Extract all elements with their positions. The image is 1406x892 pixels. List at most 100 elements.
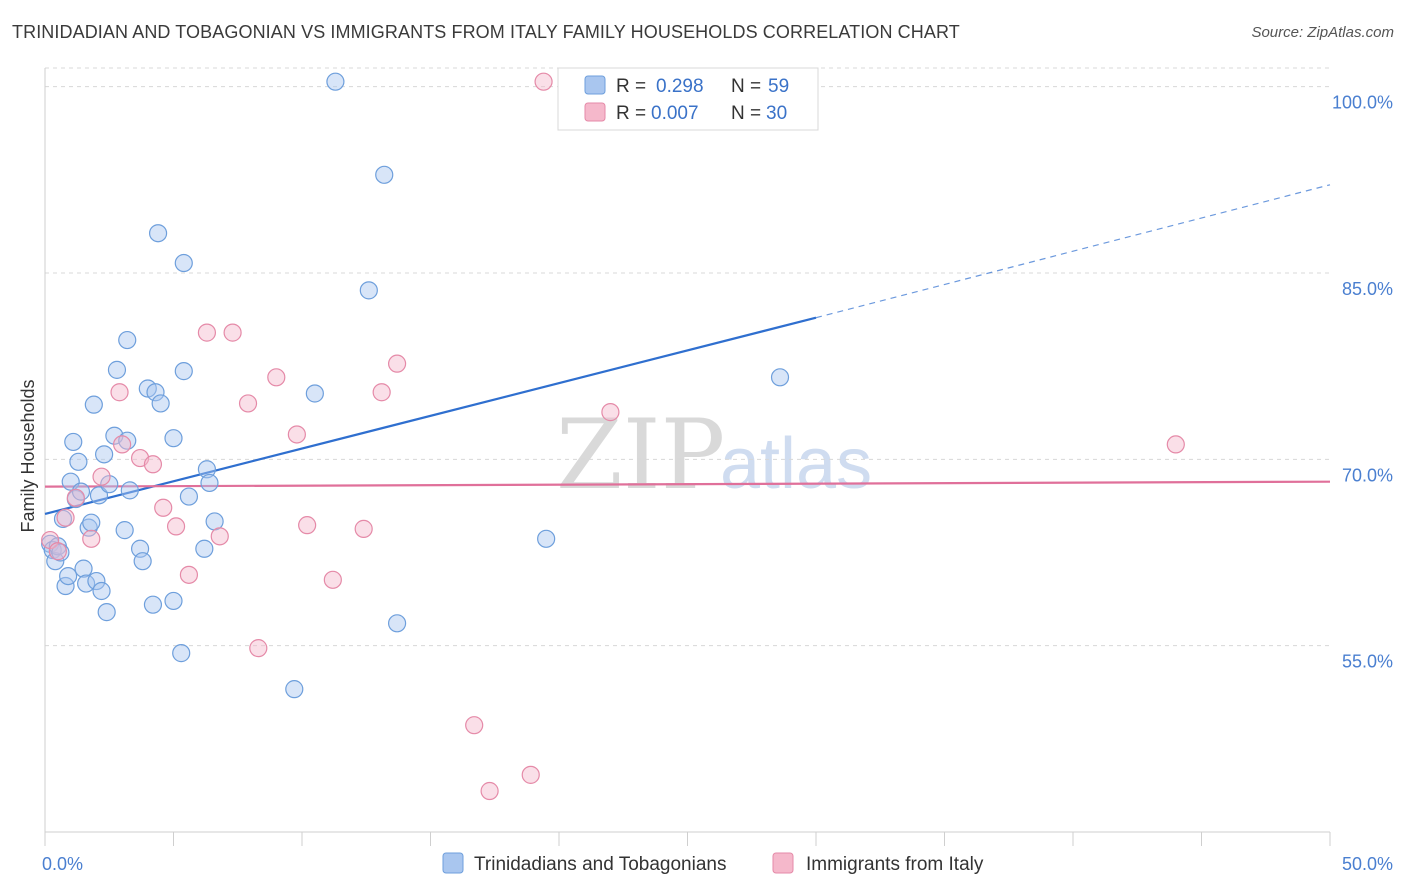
point-trinidadian	[143, 595, 163, 614]
point-trinidadian	[174, 253, 193, 273]
data-points	[41, 72, 1185, 801]
point-trinidadian	[537, 529, 556, 548]
point-trinidadian	[118, 330, 137, 350]
y-tick-label: 55.0%	[1342, 652, 1393, 672]
point-trinidadian	[120, 481, 139, 500]
point-trinidadian	[375, 165, 394, 184]
point-trinidadian	[97, 603, 116, 622]
chart-title: TRINIDADIAN AND TOBAGONIAN VS IMMIGRANTS…	[12, 22, 960, 42]
bottom-legend-label-blue: Trinidadians and Tobagonians	[474, 854, 726, 875]
point-trinidadian	[326, 72, 345, 91]
point-trinidadian	[79, 518, 98, 537]
legend-r-value-1: 0.298	[656, 76, 704, 97]
point-trinidadian	[285, 680, 304, 699]
legend-n-label-1: N =	[731, 76, 761, 97]
point-trinidadian	[148, 224, 168, 243]
point-italy	[238, 394, 258, 413]
bottom-legend-swatch-blue	[442, 852, 464, 874]
legend-swatch-blue	[584, 75, 606, 95]
point-trinidadian	[174, 362, 193, 381]
point-italy	[287, 425, 306, 444]
legend-n-value-2: 30	[766, 103, 787, 124]
point-italy	[480, 781, 499, 801]
point-italy	[56, 508, 75, 527]
bottom-legend-swatch-pink	[772, 852, 794, 874]
bottom-legend-label-pink: Immigrants from Italy	[806, 854, 984, 875]
x-tick-label-start: 0.0%	[42, 854, 83, 874]
point-italy	[179, 565, 199, 584]
gridlines	[45, 67, 1330, 647]
point-trinidadian	[87, 571, 106, 591]
point-italy	[372, 383, 391, 402]
point-italy	[210, 527, 229, 546]
source-label: Source: ZipAtlas.com	[1251, 24, 1394, 41]
point-italy	[92, 467, 111, 486]
legend: R = 0.298 N = 59 R = 0.007 N = 30	[557, 67, 819, 131]
point-trinidadian	[115, 521, 134, 540]
trend-line-blue	[44, 316, 817, 516]
point-trinidadian	[89, 486, 109, 505]
point-trinidadian	[84, 395, 103, 414]
y-tick-label: 70.0%	[1342, 465, 1393, 485]
point-italy	[197, 323, 217, 342]
point-italy	[267, 368, 286, 387]
point-trinidadian	[100, 475, 119, 494]
point-trinidadian	[133, 552, 152, 571]
point-italy	[143, 455, 163, 474]
point-italy	[354, 519, 373, 538]
point-trinidadian	[305, 384, 324, 403]
bottom-legend: Trinidadians and Tobagonians Immigrants …	[442, 852, 984, 875]
point-trinidadian	[387, 614, 407, 633]
point-trinidadian	[770, 368, 790, 387]
y-axis-label: Family Households	[18, 379, 38, 532]
point-italy	[154, 498, 173, 517]
point-italy	[534, 72, 553, 91]
legend-r-label-2: R =	[616, 103, 646, 124]
y-tick-label: 100.0%	[1332, 93, 1393, 113]
legend-n-value-1: 59	[768, 76, 789, 97]
point-trinidadian	[164, 429, 183, 448]
axes: 55.0% 70.0% 85.0% 100.0% 0.0% 50.0%	[42, 68, 1393, 874]
point-italy	[323, 570, 342, 589]
point-trinidadian	[74, 559, 93, 578]
legend-r-value-2: 0.007	[651, 103, 699, 124]
point-italy	[298, 516, 317, 535]
point-trinidadian	[197, 460, 217, 479]
legend-n-label-2: N =	[731, 103, 761, 124]
watermark-zip: ZIP	[556, 399, 725, 511]
point-italy	[166, 517, 186, 536]
point-trinidadian	[195, 539, 214, 558]
point-italy	[465, 716, 484, 735]
point-trinidadian	[151, 394, 170, 413]
y-tick-label: 85.0%	[1342, 279, 1393, 299]
point-italy	[110, 383, 129, 402]
point-italy	[1166, 435, 1185, 454]
legend-r-label-1: R =	[616, 76, 646, 97]
point-trinidadian	[200, 473, 219, 493]
point-trinidadian	[82, 513, 101, 532]
point-trinidadian	[146, 383, 165, 402]
point-trinidadian	[172, 644, 191, 663]
point-trinidadian	[69, 452, 88, 471]
point-trinidadian	[59, 566, 78, 586]
trend-line-blue-extension	[815, 184, 1331, 319]
point-trinidadian	[107, 360, 127, 379]
point-italy	[387, 354, 407, 373]
x-tick-label-end: 50.0%	[1342, 854, 1393, 874]
point-italy	[249, 639, 268, 658]
point-trinidadian	[64, 432, 83, 452]
point-italy	[48, 542, 67, 561]
point-trinidadian	[95, 445, 114, 464]
point-trinidadian	[179, 487, 199, 506]
watermark: ZIP atlas	[556, 399, 872, 511]
point-italy	[223, 323, 242, 342]
point-italy	[82, 529, 101, 548]
point-trinidadian	[92, 581, 111, 601]
point-italy	[521, 765, 540, 784]
point-trinidadian	[164, 591, 183, 611]
trend-lines	[44, 184, 1331, 516]
point-italy	[112, 435, 132, 454]
watermark-atlas: atlas	[720, 424, 872, 504]
point-italy	[66, 488, 85, 507]
